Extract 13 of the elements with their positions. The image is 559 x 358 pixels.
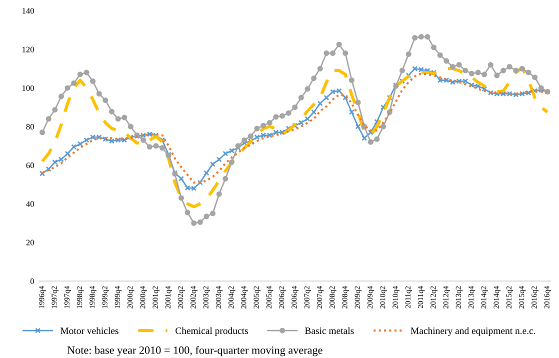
y-tick-label: 60: [26, 162, 34, 168]
y-tick-label: 80: [26, 124, 34, 130]
legend-label: Motor vehicles: [60, 327, 118, 334]
legend-label: Machinery and equipment n.e.c.: [410, 327, 536, 336]
y-tick-label: 20: [26, 240, 34, 246]
y-tick-label: 0: [30, 278, 34, 284]
y-tick-label: 140: [22, 8, 34, 14]
y-tick-label: 100: [22, 85, 34, 91]
y-tick-label: 40: [26, 201, 34, 207]
text: Note: base year 2010 = 100, four-quarter moving average: [67, 346, 322, 356]
legend-label: Basic metals: [304, 327, 354, 334]
y-tick-label: 120: [22, 46, 34, 52]
legend-label: Chemical products: [176, 327, 248, 336]
